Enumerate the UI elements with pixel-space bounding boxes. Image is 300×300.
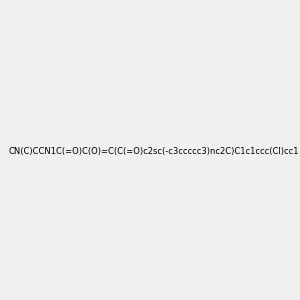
- Text: CN(C)CCN1C(=O)C(O)=C(C(=O)c2sc(-c3ccccc3)nc2C)C1c1ccc(Cl)cc1: CN(C)CCN1C(=O)C(O)=C(C(=O)c2sc(-c3ccccc3…: [8, 147, 299, 156]
